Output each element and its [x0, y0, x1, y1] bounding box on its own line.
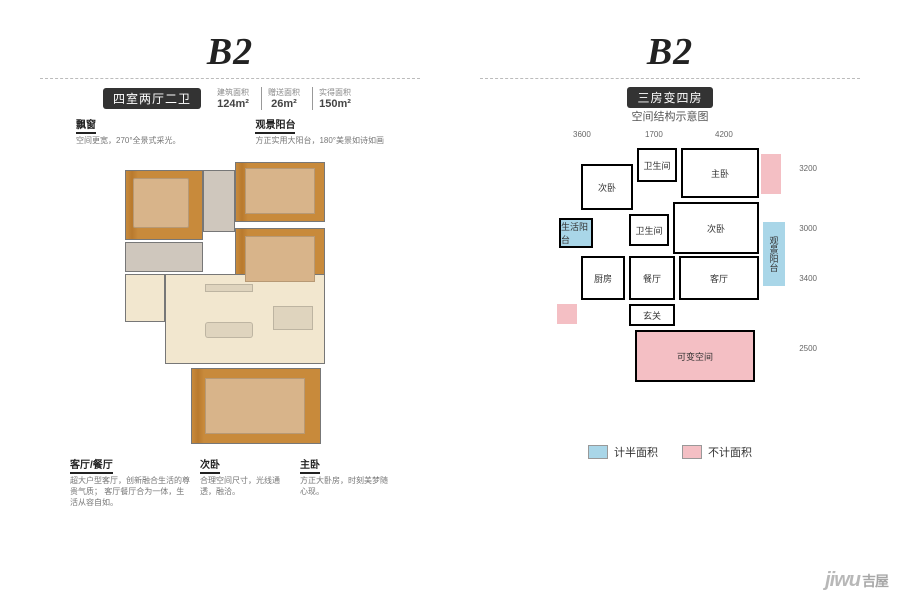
blk-flex: 可变空间	[635, 330, 755, 382]
legend-half: 计半面积	[588, 444, 658, 460]
dim-label: 4200	[715, 130, 733, 139]
furniture-table	[273, 306, 313, 330]
dim-label: 3000	[799, 224, 817, 233]
furniture-bed	[133, 178, 189, 228]
blk-living: 客厅	[679, 256, 759, 300]
furniture-tv	[205, 284, 253, 292]
blk-view-balcony: 观景阳台	[763, 222, 785, 286]
rendered-floorplan	[105, 150, 355, 450]
legend-none: 不计面积	[682, 444, 752, 460]
room-bath2	[125, 242, 203, 272]
spec-total: 实得面积 150m²	[312, 87, 357, 110]
watermark-cn: 吉屋	[862, 573, 888, 589]
swatch-pink	[682, 445, 702, 459]
spec-row: 四室两厅二卫 建筑面积 124m² 赠送面积 26m² 实得面积 150m²	[103, 87, 357, 110]
page: B2 四室两厅二卫 建筑面积 124m² 赠送面积 26m² 实得面积 150m…	[0, 0, 900, 600]
swatch-blue	[588, 445, 608, 459]
furniture-bed	[245, 168, 315, 214]
callout-living: 客厅/餐厅 超大户型客厅，创新融合生活的尊贵气质； 客厅餐厅合为一体，生活从容自…	[70, 456, 190, 508]
spec-built: 建筑面积 124m²	[211, 87, 255, 110]
spec-gift: 赠送面积 26m²	[261, 87, 306, 110]
layout-chip: 四室两厅二卫	[103, 88, 201, 109]
blk-kitchen: 厨房	[581, 256, 625, 300]
divider	[40, 78, 420, 79]
top-callouts: 飘窗 空间更宽，270°全景式采光。 观景阳台 方正实用大阳台，180°美景如诗…	[40, 116, 420, 146]
blk-bed2: 次卧	[673, 202, 759, 254]
blk-dining: 餐厅	[629, 256, 675, 300]
unit-title-left: B2	[207, 30, 253, 74]
watermark-en: jiwu	[825, 569, 860, 591]
furniture-sofa	[205, 322, 253, 338]
divider	[480, 78, 860, 79]
blk-bed4: 次卧	[581, 164, 633, 210]
blk-entry: 玄关	[629, 304, 675, 326]
callout-balcony: 观景阳台 方正实用大阳台，180°美景如诗如画	[255, 116, 384, 146]
dim-label: 3400	[799, 274, 817, 283]
legend: 计半面积 不计面积	[480, 444, 860, 460]
callout-master: 主卧 方正大卧房，时刻美梦随心现。	[300, 456, 390, 508]
callout-bay: 飘窗 空间更宽，270°全景式采光。	[76, 116, 181, 146]
furniture-bed	[205, 378, 305, 434]
blk-master: 主卧	[681, 148, 759, 198]
blk-pink-sw	[557, 304, 577, 324]
room-bath	[203, 170, 235, 232]
unit-title-right: B2	[647, 30, 693, 74]
dim-label: 2500	[799, 344, 817, 353]
blk-bath1: 卫生间	[637, 148, 677, 182]
room-kitchen	[125, 274, 165, 322]
area-specs: 建筑面积 124m² 赠送面积 26m² 实得面积 150m²	[211, 87, 357, 110]
convert-chip: 三房变四房	[627, 87, 712, 108]
dim-label: 3600	[573, 130, 591, 139]
callout-secondary: 次卧 合理空间尺寸，光线通透，融洽。	[200, 456, 290, 508]
left-panel: B2 四室两厅二卫 建筑面积 124m² 赠送面积 26m² 实得面积 150m…	[40, 30, 420, 580]
schematic-subtitle: 空间结构示意图	[632, 108, 709, 124]
watermark: jiwu吉屋	[825, 569, 888, 592]
bottom-callouts: 客厅/餐厅 超大户型客厅，创新融合生活的尊贵气质； 客厅餐厅合为一体，生活从容自…	[40, 456, 420, 508]
blk-service-balcony: 生活阳台	[559, 218, 593, 248]
blk-bath2: 卫生间	[629, 214, 669, 246]
blk-pink-ne	[761, 154, 781, 194]
dim-label: 1700	[645, 130, 663, 139]
schematic-floorplan: 3600 1700 4200 3200 3000 3400 2500 卫生间 主…	[525, 134, 815, 434]
right-panel: B2 三房变四房 空间结构示意图 3600 1700 4200 3200 300…	[480, 30, 860, 580]
furniture-bed	[245, 236, 315, 282]
dim-label: 3200	[799, 164, 817, 173]
